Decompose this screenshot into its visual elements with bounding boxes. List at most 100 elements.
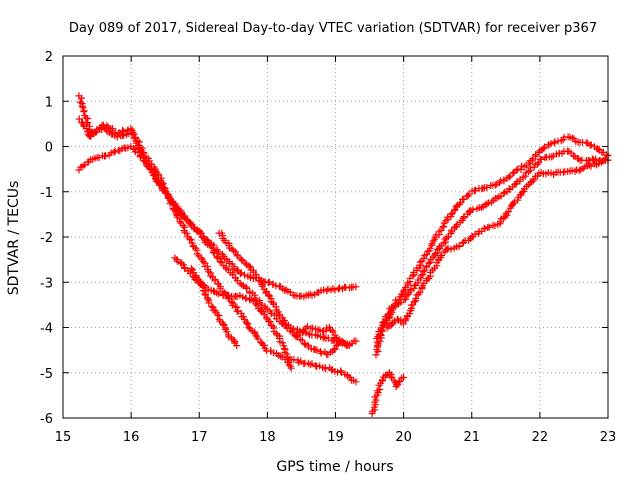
data-point [540,144,548,152]
data-point [245,324,253,332]
data-point [331,286,339,294]
data-point [407,285,415,293]
data-point [472,186,479,194]
data-point [231,303,239,311]
data-point [602,151,610,159]
data-point [394,381,402,389]
data-point [215,290,223,298]
data-point [204,237,212,245]
data-point [392,296,400,304]
data-points [75,92,612,417]
data-point [352,337,360,345]
y-tick-label: 1 [45,95,53,110]
series-track-g [292,323,360,349]
data-point [426,244,434,252]
data-point [110,148,118,156]
data-point [316,362,324,370]
data-point [215,249,223,257]
data-point [320,286,328,294]
data-point [243,284,251,292]
data-point [395,378,403,386]
data-point [372,396,380,404]
data-point [255,277,263,285]
data-point [79,104,87,112]
data-point [233,342,241,350]
data-point [308,360,316,368]
data-point [78,102,86,110]
data-point [259,282,266,290]
data-point [439,223,447,231]
data-point [90,130,98,137]
data-point [238,256,245,264]
data-point [287,364,295,372]
data-point [533,160,541,168]
data-point [416,258,424,266]
data-point [200,234,208,242]
data-point [103,122,111,130]
data-point [416,288,424,296]
data-point [127,125,135,133]
data-point [204,295,212,303]
data-point [101,152,109,160]
data-point [409,301,417,309]
data-point [570,152,577,160]
data-point [187,236,195,244]
x-tick-label: 18 [259,430,276,445]
data-point [597,158,605,166]
y-tick-label: -5 [40,367,53,382]
data-point [212,308,220,316]
data-point [99,121,107,129]
data-point [176,218,184,226]
data-point [417,272,425,280]
series-track-k [383,156,612,332]
data-point [509,169,517,177]
data-point [447,245,455,253]
data-point [136,153,144,161]
data-point [389,319,397,327]
data-point [195,276,203,284]
data-point [236,270,244,278]
data-point [244,320,252,328]
data-point [460,213,468,221]
data-point [550,139,558,147]
data-point [526,164,534,172]
series-track-b [75,115,360,386]
x-tick-label: 17 [191,430,208,445]
x-tick-label: 15 [55,430,72,445]
data-point [484,199,492,207]
data-point [138,144,146,152]
data-point [409,272,417,280]
data-point [211,306,219,314]
y-tick-label: -1 [40,186,53,201]
data-point [245,262,253,270]
axis-ticks: 15 16 17 18 19 20 21 22 23 -6 -5 -4 -3 -2 -1 0 1 2 [40,50,616,445]
data-point [382,372,390,379]
data-point [313,346,321,354]
data-point [440,239,448,247]
x-tick-label: 21 [463,430,480,445]
data-point [264,279,272,287]
data-point [485,223,493,231]
data-point [548,153,556,161]
data-point [129,129,137,136]
data-point [265,291,273,299]
data-point [352,283,360,291]
series-track-j [373,147,612,346]
data-point [210,244,218,252]
data-point [455,200,463,208]
plot-frame [62,55,609,419]
data-point [275,310,283,318]
data-point [186,235,194,243]
data-point [324,334,332,342]
data-point [180,213,188,221]
data-point [300,339,308,347]
data-point [571,167,579,175]
data-point [505,173,513,181]
data-point [444,213,452,221]
data-point [419,268,427,276]
data-point [183,230,191,238]
data-point [80,108,88,116]
data-point [241,271,249,279]
data-point [585,161,593,169]
y-axis-label: SDTVAR / TECUs [6,181,22,296]
